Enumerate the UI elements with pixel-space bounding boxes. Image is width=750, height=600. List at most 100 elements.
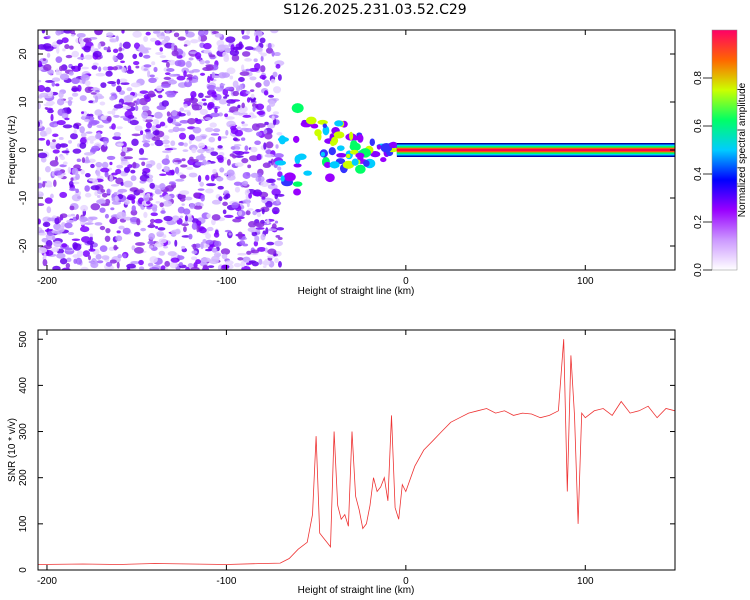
spectrogram-noise-blob	[212, 168, 217, 174]
spectrogram-noise-blob	[178, 142, 185, 146]
spectrogram-noise-blob	[255, 222, 265, 228]
spectrogram-noise-blob	[247, 220, 257, 228]
spectrogram-noise-blob	[123, 199, 130, 205]
spectrogram-noise-blob	[211, 247, 218, 253]
spectrogram-noise-blob	[233, 150, 241, 154]
spectrogram-noise-blob	[208, 54, 216, 58]
spectrogram-noise-blob	[62, 124, 73, 129]
spectrogram-noise-blob	[188, 139, 192, 145]
spectrogram-noise-blob	[111, 201, 122, 205]
spectrogram-noise-blob	[224, 113, 229, 118]
spectrogram-noise-blob	[264, 247, 268, 253]
spectrogram-noise-blob	[274, 257, 279, 264]
spectrogram-noise-blob	[113, 131, 121, 137]
spectrogram-noise-blob	[245, 210, 251, 216]
spectrogram-noise-blob	[252, 106, 256, 112]
spectrogram-noise-blob	[181, 158, 186, 162]
spectrogram-noise-blob	[232, 90, 240, 97]
colorbar-tick-label: 0.2	[693, 215, 704, 229]
spectrogram-noise-blob	[246, 262, 252, 266]
spectrogram-noise-blob	[260, 55, 264, 62]
spectrogram-noise-blob	[45, 184, 53, 188]
snr-y-ticks: 0 100 200 300 400 500	[18, 330, 675, 573]
spectrogram-transition-blob	[292, 181, 303, 187]
spectrogram-noise-blob	[225, 260, 234, 265]
spectrogram-noise-blob	[241, 205, 245, 209]
spectrogram-noise-blob	[155, 51, 164, 55]
spectrogram-noise-blob	[127, 102, 136, 107]
spectrogram-noise-blob	[105, 70, 113, 77]
spectrogram-noise-blob	[149, 256, 158, 264]
y-tick-label: 100	[18, 515, 29, 532]
spectrogram-noise-blob	[164, 148, 174, 151]
spectrogram-noise-blob	[125, 94, 134, 101]
spectrogram-noise-blob	[95, 89, 100, 93]
spectrogram-noise-blob	[273, 153, 284, 159]
spectrogram-noise-blob	[134, 105, 139, 112]
spectrogram-noise-blob	[161, 150, 172, 154]
spectrogram-noise-blob	[165, 90, 175, 96]
spectrogram-noise-blob	[80, 66, 90, 70]
spectrogram-noise-blob	[254, 140, 261, 145]
spectrogram-noise-blob	[168, 79, 177, 85]
spectrogram-noise-blob	[230, 99, 241, 102]
spectrogram-noise-blob	[141, 161, 146, 167]
spectrogram-noise-blob	[112, 135, 122, 141]
spectrogram-noise-blob	[159, 194, 163, 198]
spectrogram-noise-blob	[84, 185, 90, 192]
spectrogram-noise-blob	[241, 180, 249, 187]
snr-x-label: Height of straight line (km)	[298, 585, 415, 596]
spectrogram-noise-blob	[195, 202, 201, 206]
spectrogram-noise-blob	[184, 215, 188, 222]
spectrogram-noise-blob	[241, 102, 245, 109]
spectrogram-noise-blob	[96, 199, 106, 205]
spectrogram-transition-blob	[350, 149, 359, 155]
spectrogram-noise-blob	[261, 196, 266, 200]
spectrogram-noise-blob	[141, 140, 151, 143]
spectrogram-noise-blob	[273, 86, 282, 94]
spectrogram-noise-blob	[172, 215, 180, 221]
spectrogram-noise-blob	[163, 215, 173, 222]
spectrogram-noise-blob	[185, 266, 191, 270]
spectrogram-noise-blob	[223, 96, 228, 99]
spectrogram-noise-blob	[77, 84, 82, 92]
spectrogram-noise-blob	[271, 183, 275, 186]
spectrogram-noise-blob	[255, 46, 263, 53]
spectrogram-noise-blob	[69, 187, 77, 192]
spectrogram-noise-blob	[114, 195, 119, 202]
spectrogram-noise-blob	[69, 205, 75, 211]
spectrogram-noise-blob	[265, 149, 272, 155]
spectrogram-noise-blob	[152, 118, 160, 125]
spectrogram-noise-blob	[115, 168, 122, 175]
spectrogram-noise-blob	[249, 89, 255, 93]
spectrogram-noise-blob	[151, 61, 156, 66]
figure-title: S126.2025.231.03.52.C29	[283, 2, 467, 18]
y-tick-label: 20	[18, 48, 29, 60]
spectrogram-noise-blob	[226, 174, 236, 181]
spectrogram-noise-blob	[84, 80, 91, 87]
spectrogram-noise-blob	[67, 232, 75, 236]
spectrogram-noise-blob	[177, 36, 186, 41]
spectrogram-transition-blob	[303, 170, 312, 176]
spectrogram-noise-blob	[204, 60, 210, 64]
spectrogram-noise-blob	[72, 181, 80, 185]
spectrogram-noise-blob	[136, 189, 144, 194]
spectrogram-noise-blob	[149, 37, 157, 42]
spectrogram-noise-blob	[44, 197, 53, 204]
spectrogram-noise-blob	[132, 53, 138, 60]
spectrogram-noise-blob	[265, 227, 269, 235]
spectrogram-noise-blob	[262, 162, 271, 169]
spectrogram-noise-blob	[163, 246, 169, 249]
spectrogram-noise-blob	[147, 70, 151, 78]
spectrogram-noise-blob	[207, 75, 211, 84]
spectrogram-noise-blob	[230, 145, 241, 151]
spectrogram-noise-blob	[244, 145, 249, 151]
spectrogram-noise-blob	[242, 199, 251, 204]
spectrogram-noise-blob	[138, 45, 146, 53]
spectrogram-noise-blob	[241, 64, 245, 72]
spectrogram-noise-blob	[194, 135, 203, 142]
spectrogram-transition-blob	[322, 125, 330, 136]
spectrogram-noise-blob	[38, 182, 43, 189]
spectrogram-noise-blob	[38, 79, 42, 83]
colorbar: 0.0 0.2 0.4 0.6 0.8 Normalized spectral ampl…	[693, 29, 748, 277]
